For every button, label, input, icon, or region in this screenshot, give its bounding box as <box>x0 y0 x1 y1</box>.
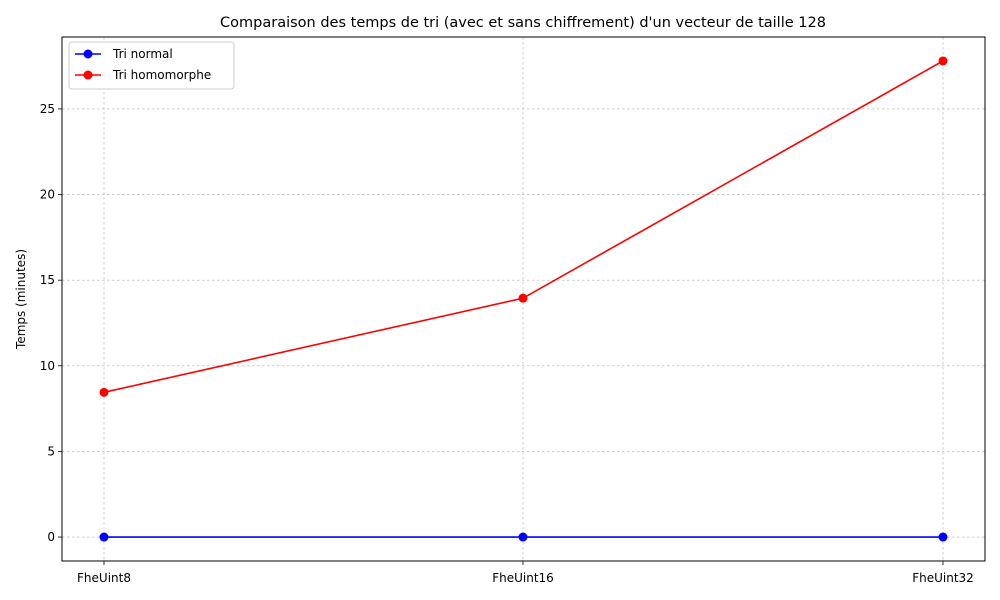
legend-label: Tri homomorphe <box>112 68 211 82</box>
y-tick-label: 10 <box>40 359 55 373</box>
chart-title: Comparaison des temps de tri (avec et sa… <box>220 15 826 31</box>
y-tick-label: 20 <box>40 188 55 202</box>
data-point <box>99 387 109 397</box>
x-tick-label: FheUint32 <box>912 571 974 585</box>
y-tick-label: 25 <box>40 102 55 116</box>
y-tick-label: 15 <box>40 273 55 287</box>
legend: Tri normal Tri homomorphe <box>68 41 235 90</box>
data-point <box>518 532 528 542</box>
data-point <box>938 56 948 66</box>
y-axis-label: Temps (minutes) <box>14 249 28 350</box>
legend-box <box>68 41 235 90</box>
series-layer <box>99 56 948 542</box>
data-point <box>99 532 109 542</box>
y-tick-label: 0 <box>47 530 55 544</box>
x-axis-ticks: FheUint8 FheUint16 FheUint32 <box>77 561 974 585</box>
legend-marker <box>83 70 93 80</box>
legend-label: Tri normal <box>112 47 173 61</box>
y-tick-label: 5 <box>47 444 55 458</box>
y-axis-ticks: 0 5 10 15 20 25 <box>40 102 62 544</box>
legend-marker <box>83 49 93 59</box>
data-point <box>938 532 948 542</box>
x-tick-label: FheUint8 <box>77 571 131 585</box>
x-tick-label: FheUint16 <box>492 571 554 585</box>
data-point <box>518 293 528 303</box>
plot-area-frame <box>61 36 986 562</box>
